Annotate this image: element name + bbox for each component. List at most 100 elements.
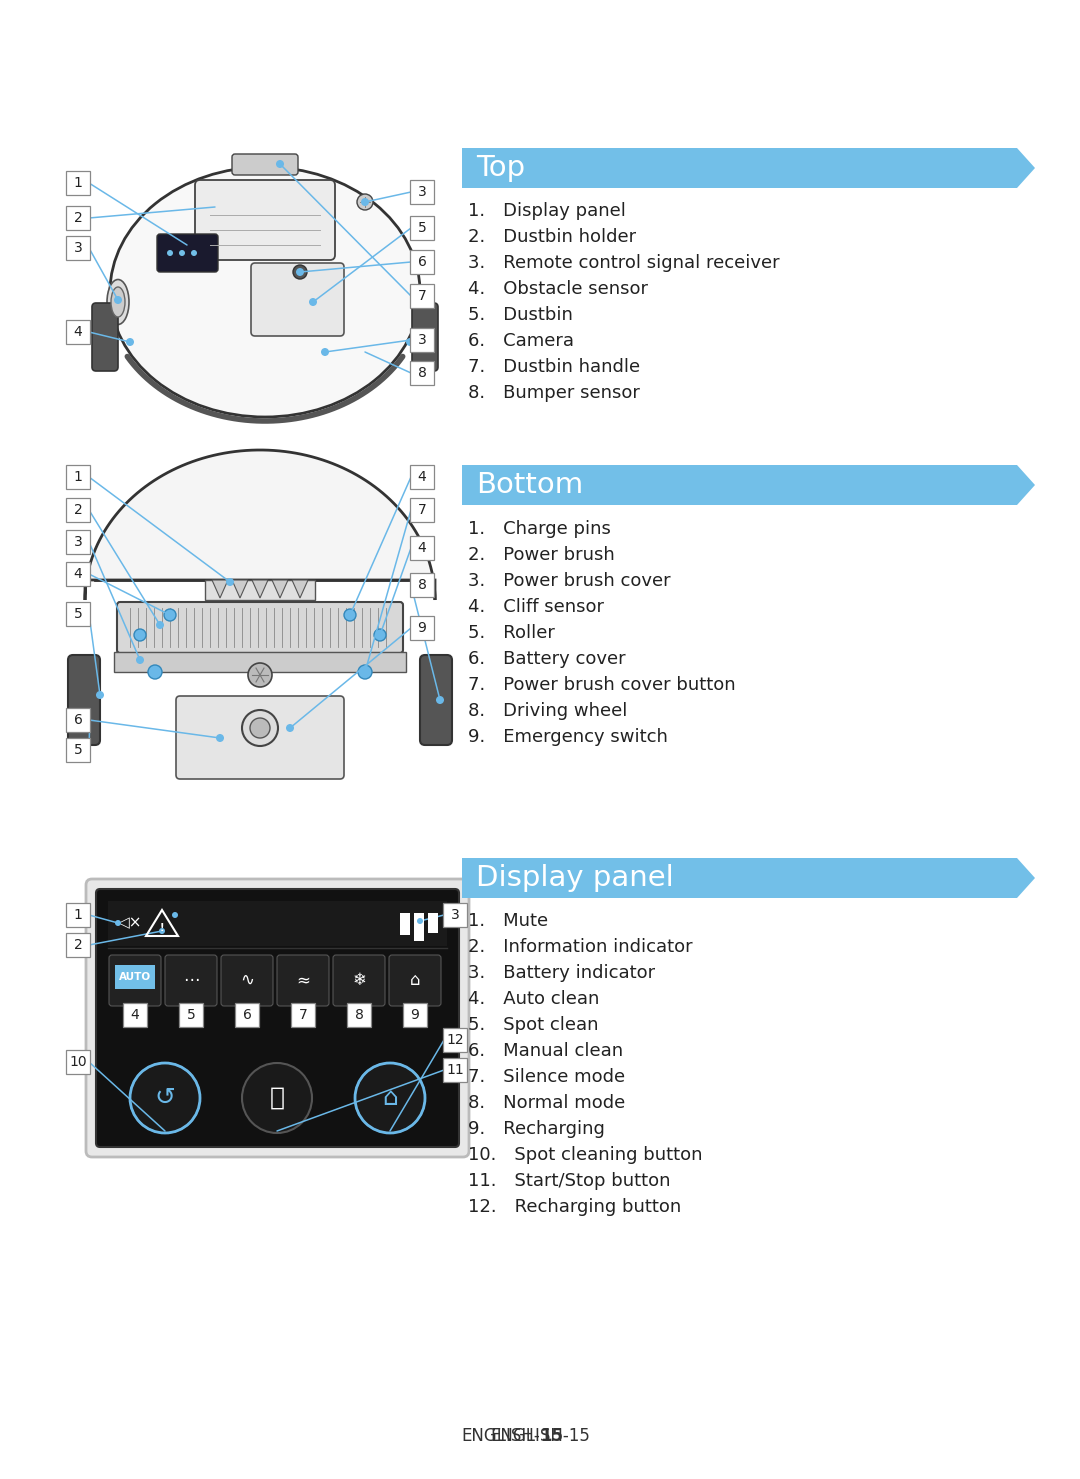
Text: 5: 5 — [418, 220, 427, 235]
FancyBboxPatch shape — [410, 180, 434, 204]
FancyBboxPatch shape — [410, 250, 434, 274]
Text: 3: 3 — [450, 908, 459, 921]
Text: 8: 8 — [418, 365, 427, 380]
FancyBboxPatch shape — [66, 172, 90, 195]
FancyBboxPatch shape — [410, 328, 434, 352]
Text: 2. Power brush: 2. Power brush — [468, 546, 615, 563]
FancyBboxPatch shape — [410, 615, 434, 640]
Ellipse shape — [110, 167, 420, 417]
Text: 2. Dustbin holder: 2. Dustbin holder — [468, 228, 636, 246]
Text: 5. Dustbin: 5. Dustbin — [468, 306, 572, 324]
Text: 9: 9 — [411, 1007, 419, 1021]
Circle shape — [374, 629, 386, 640]
Polygon shape — [212, 580, 228, 598]
Text: 3. Battery indicator: 3. Battery indicator — [468, 964, 656, 982]
Circle shape — [296, 268, 303, 277]
Text: 4. Auto clean: 4. Auto clean — [468, 989, 599, 1009]
Text: ≈: ≈ — [296, 972, 310, 989]
FancyBboxPatch shape — [221, 955, 273, 1006]
Circle shape — [309, 297, 318, 306]
Circle shape — [166, 611, 174, 620]
FancyBboxPatch shape — [66, 529, 90, 555]
Circle shape — [172, 913, 178, 918]
Text: 5: 5 — [187, 1007, 195, 1021]
Text: 7: 7 — [418, 503, 427, 518]
FancyBboxPatch shape — [195, 180, 335, 260]
Text: 2: 2 — [73, 938, 82, 952]
FancyBboxPatch shape — [205, 580, 315, 600]
FancyBboxPatch shape — [109, 955, 161, 1006]
Circle shape — [242, 710, 278, 745]
FancyBboxPatch shape — [66, 602, 90, 626]
Text: 8. Bumper sensor: 8. Bumper sensor — [468, 385, 639, 402]
Text: 8. Normal mode: 8. Normal mode — [468, 1094, 625, 1112]
Text: 8: 8 — [418, 578, 427, 592]
Text: ⌂: ⌂ — [409, 972, 420, 989]
Text: 4: 4 — [131, 1007, 139, 1021]
Text: 3: 3 — [418, 185, 427, 200]
Text: Top: Top — [476, 154, 525, 182]
Circle shape — [159, 927, 165, 935]
FancyBboxPatch shape — [462, 464, 1017, 504]
Circle shape — [293, 265, 307, 280]
Circle shape — [179, 250, 185, 256]
Text: 9. Emergency switch: 9. Emergency switch — [468, 728, 667, 745]
Circle shape — [164, 609, 176, 621]
Text: 7: 7 — [299, 1009, 308, 1022]
Text: 6. Camera: 6. Camera — [468, 331, 573, 351]
FancyBboxPatch shape — [86, 879, 469, 1157]
Text: 1. Mute: 1. Mute — [468, 913, 549, 930]
Circle shape — [96, 691, 104, 700]
FancyBboxPatch shape — [410, 498, 434, 522]
Circle shape — [191, 250, 197, 256]
Text: 6. Battery cover: 6. Battery cover — [468, 649, 625, 669]
Circle shape — [297, 269, 303, 275]
Polygon shape — [1017, 148, 1035, 188]
Circle shape — [436, 697, 444, 704]
Text: 9. Recharging: 9. Recharging — [468, 1120, 605, 1137]
Text: ❄: ❄ — [352, 972, 366, 989]
FancyBboxPatch shape — [68, 655, 100, 745]
Text: 4. Cliff sensor: 4. Cliff sensor — [468, 598, 604, 615]
Text: 2: 2 — [73, 503, 82, 518]
Text: 11. Start/Stop button: 11. Start/Stop button — [468, 1171, 671, 1191]
FancyBboxPatch shape — [443, 904, 467, 927]
FancyBboxPatch shape — [92, 303, 118, 371]
FancyBboxPatch shape — [291, 1003, 315, 1026]
Text: ∿: ∿ — [240, 972, 254, 989]
Text: 1. Charge pins: 1. Charge pins — [468, 521, 611, 538]
Text: 5. Spot clean: 5. Spot clean — [468, 1016, 598, 1034]
Text: 4: 4 — [418, 541, 427, 555]
Circle shape — [357, 666, 372, 679]
FancyBboxPatch shape — [410, 284, 434, 308]
Text: 8. Driving wheel: 8. Driving wheel — [468, 703, 627, 720]
FancyBboxPatch shape — [114, 652, 406, 671]
FancyBboxPatch shape — [108, 901, 447, 947]
Text: 1: 1 — [73, 470, 82, 484]
Polygon shape — [85, 450, 435, 600]
Text: 4: 4 — [131, 1009, 139, 1022]
FancyBboxPatch shape — [114, 964, 156, 989]
FancyBboxPatch shape — [66, 562, 90, 586]
Text: 2. Information indicator: 2. Information indicator — [468, 938, 692, 955]
Circle shape — [114, 920, 121, 926]
Circle shape — [406, 339, 414, 346]
FancyBboxPatch shape — [462, 858, 1017, 898]
Text: 10. Spot cleaning button: 10. Spot cleaning button — [468, 1146, 702, 1164]
Circle shape — [242, 1063, 312, 1133]
FancyBboxPatch shape — [165, 955, 217, 1006]
FancyBboxPatch shape — [403, 1003, 427, 1026]
Polygon shape — [1017, 858, 1035, 898]
Text: 3. Power brush cover: 3. Power brush cover — [468, 572, 671, 590]
Circle shape — [226, 578, 234, 586]
Circle shape — [357, 194, 373, 210]
Text: 7: 7 — [299, 1007, 307, 1021]
Circle shape — [417, 918, 423, 924]
FancyBboxPatch shape — [251, 263, 345, 336]
Text: 1: 1 — [73, 908, 82, 921]
Text: 3: 3 — [418, 333, 427, 348]
Text: 15: 15 — [540, 1427, 563, 1445]
FancyBboxPatch shape — [66, 206, 90, 231]
Text: 1: 1 — [73, 176, 82, 189]
Text: 12: 12 — [446, 1032, 463, 1047]
